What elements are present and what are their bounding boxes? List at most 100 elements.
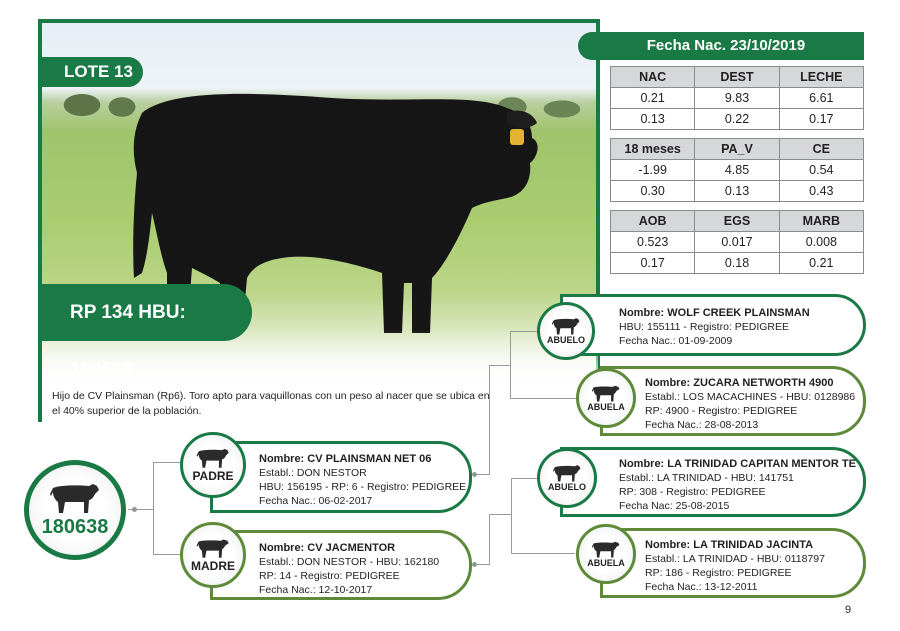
connector-line: [489, 365, 511, 366]
stat-accuracy: 0.21: [778, 252, 865, 274]
pedigree-detail: HBU: 155111 - Registro: PEDIGREE: [619, 321, 790, 333]
stat-header: NAC: [609, 66, 696, 88]
pedigree-name: Nombre: LA TRINIDAD CAPITAN MENTOR TE: [619, 458, 856, 470]
pedigree-detail: Fecha Nac: 25-08-2015: [619, 500, 730, 512]
connector-line: [489, 514, 490, 565]
frame-left-rule: [38, 330, 42, 422]
pedigree-detail: Establ.: LA TRINIDAD - HBU: 0118797: [645, 553, 825, 565]
pedigree-detail: RP: 186 - Registro: PEDIGREE: [645, 567, 792, 579]
lot-badge: LOTE 13: [38, 57, 143, 87]
cow-icon: [196, 539, 229, 558]
pedigree-detail: Fecha Nac.: 12-10-2017: [259, 584, 373, 596]
pedigree-name: Nombre: LA TRINIDAD JACINTA: [645, 539, 814, 551]
pedigree-detail: Fecha Nac.: 06-02-2017: [259, 495, 373, 507]
stat-accuracy: 0.17: [778, 108, 865, 130]
pedigree-detail: RP: 14 - Registro: PEDIGREE: [259, 570, 400, 582]
stat-accuracy: 0.22: [694, 108, 780, 130]
abuelo-paterno-circle: ABUELO: [537, 302, 595, 360]
stat-accuracy: 0.13: [694, 180, 780, 202]
connector-line: [475, 564, 489, 565]
connector-line: [128, 509, 153, 510]
pedigree-role: PADRE: [192, 469, 234, 483]
stat-value: 6.61: [778, 87, 865, 109]
pedigree-name: Nombre: WOLF CREEK PLAINSMAN: [619, 307, 810, 319]
page-number: 9: [845, 604, 852, 616]
connector-line: [510, 398, 578, 399]
stat-value: -1.99: [609, 159, 696, 181]
pedigree-detail: Establ.: DON NESTOR: [259, 467, 367, 479]
pedigree-name: Nombre: ZUCARA NETWORTH 4900: [645, 377, 834, 389]
pedigree-detail: Fecha Nac.: 28-08-2013: [645, 419, 759, 431]
connector-line: [153, 462, 154, 554]
connector-line: [511, 478, 512, 554]
stat-accuracy: 0.13: [609, 108, 696, 130]
stats-table-2: 18 meses PA_V CE -1.99 4.85 0.54 0.30 0.…: [609, 138, 865, 202]
ear-tag: [510, 129, 524, 145]
connector-line: [489, 365, 490, 475]
stat-value: 4.85: [694, 159, 780, 181]
stat-accuracy: 0.18: [694, 252, 780, 274]
connector-line: [511, 478, 541, 479]
connector-line: [510, 331, 511, 399]
stat-header: DEST: [694, 66, 780, 88]
animal-circle: 180638: [24, 460, 126, 560]
stat-header: EGS: [694, 210, 780, 232]
stat-header: 18 meses: [609, 138, 696, 160]
cow-icon: [591, 541, 620, 558]
connector-line: [475, 474, 489, 475]
bull-icon: [196, 448, 229, 468]
pedigree-role: MADRE: [191, 559, 235, 573]
cow-icon: [591, 385, 620, 402]
bull-icon: [50, 483, 99, 513]
animal-description: Hijo de CV Plainsman (Rp6). Toro apto pa…: [52, 390, 490, 417]
stat-value: 0.017: [694, 231, 780, 253]
pedigree-role: ABUELA: [587, 558, 625, 568]
bull-icon: [552, 465, 581, 482]
pedigree-detail: Establ.: LOS MACACHINES - HBU: 0128986: [645, 391, 856, 403]
stat-header: MARB: [778, 210, 865, 232]
stat-value: 0.008: [778, 231, 865, 253]
pedigree-detail: RP: 308 - Registro: PEDIGREE: [619, 486, 766, 498]
pedigree-role: ABUELO: [547, 335, 585, 345]
pedigree-card-abuela-materna: Nombre: LA TRINIDAD JACINTA Establ.: LA …: [600, 528, 866, 598]
stat-value: 0.54: [778, 159, 865, 181]
madre-circle: MADRE: [180, 522, 246, 588]
pedigree-name: Nombre: CV PLAINSMAN NET 06: [259, 453, 432, 465]
stat-accuracy: 0.30: [609, 180, 696, 202]
birth-date-header: Fecha Nac. 23/10/2019: [578, 32, 864, 60]
connector-dot: [472, 562, 477, 567]
bull-icon: [551, 318, 580, 335]
pedigree-detail: Fecha Nac.: 13-12-2011: [645, 581, 758, 593]
pedigree-card-abuelo-paterno: Nombre: WOLF CREEK PLAINSMAN HBU: 155111…: [560, 294, 866, 356]
pedigree-role: ABUELA: [587, 402, 625, 412]
pedigree-card-abuelo-materno: Nombre: LA TRINIDAD CAPITAN MENTOR TE Es…: [560, 447, 866, 517]
pedigree-role: ABUELO: [548, 482, 586, 492]
connector-line: [489, 514, 511, 515]
pedigree-detail: Establ.: DON NESTOR - HBU: 162180: [259, 556, 440, 568]
pedigree-detail: RP: 4900 - Registro: PEDIGREE: [645, 405, 798, 417]
connector-line: [511, 553, 575, 554]
bull-image: [133, 93, 538, 334]
abuelo-materno-circle: ABUELO: [537, 448, 597, 508]
connector-dot: [132, 507, 137, 512]
abuela-paterna-circle: ABUELA: [576, 368, 636, 428]
padre-circle: PADRE: [180, 432, 246, 498]
pedigree-detail: Establ.: LA TRINIDAD - HBU: 141751: [619, 472, 794, 484]
pedigree-card-madre: Nombre: CV JACMENTOR Establ.: DON NESTOR…: [210, 530, 472, 600]
rp-hbu-badge: RP 134 HBU: 180638: [38, 284, 252, 380]
pedigree-card-abuela-paterna: Nombre: ZUCARA NETWORTH 4900 Establ.: LO…: [600, 366, 866, 436]
photo-frame: [38, 19, 600, 419]
stat-value: 9.83: [694, 87, 780, 109]
stats-table-1: NAC DEST LECHE 0.21 9.83 6.61 0.13 0.22 …: [609, 66, 865, 130]
stat-header: AOB: [609, 210, 696, 232]
stat-accuracy: 0.17: [609, 252, 696, 274]
pedigree-detail: HBU: 156195 - RP: 6 - Registro: PEDIGREE: [259, 481, 467, 493]
animal-id: 180638: [41, 515, 109, 538]
connector-line: [153, 462, 183, 463]
abuela-materna-circle: ABUELA: [576, 524, 636, 584]
pedigree-card-padre: Nombre: CV PLAINSMAN NET 06 Establ.: DON…: [210, 441, 472, 513]
stat-value: 0.523: [609, 231, 696, 253]
pedigree-detail: Fecha Nac.: 01-09-2009: [619, 335, 733, 347]
stat-value: 0.21: [609, 87, 696, 109]
stat-accuracy: 0.43: [778, 180, 865, 202]
